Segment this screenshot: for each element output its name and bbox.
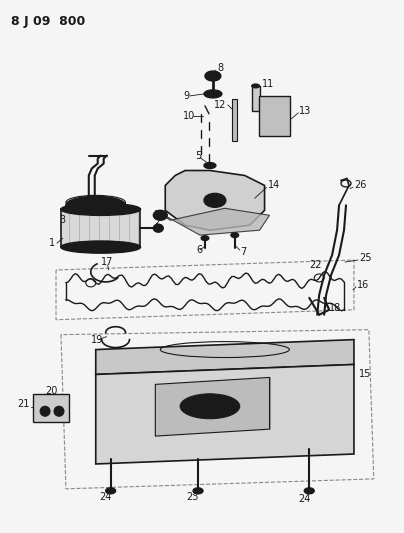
Circle shape	[54, 406, 64, 416]
Text: 19: 19	[91, 335, 103, 345]
Text: 2: 2	[120, 203, 127, 212]
Text: 3: 3	[59, 215, 65, 225]
Text: 4: 4	[152, 223, 158, 233]
Text: 24: 24	[99, 492, 112, 502]
Text: 15: 15	[359, 369, 371, 379]
Ellipse shape	[61, 241, 141, 253]
Text: 12: 12	[215, 100, 227, 110]
Ellipse shape	[205, 71, 221, 81]
Ellipse shape	[208, 92, 218, 96]
Polygon shape	[155, 208, 269, 235]
Text: 7: 7	[240, 247, 246, 257]
FancyBboxPatch shape	[61, 209, 141, 247]
Text: 8 J 09  800: 8 J 09 800	[11, 15, 86, 28]
Text: 8: 8	[217, 63, 223, 73]
Text: 14: 14	[267, 181, 280, 190]
Ellipse shape	[210, 197, 220, 203]
Ellipse shape	[252, 84, 260, 88]
Text: 20: 20	[45, 386, 57, 397]
Polygon shape	[252, 86, 260, 111]
Polygon shape	[232, 99, 237, 141]
Text: 1: 1	[49, 238, 55, 248]
Text: 23: 23	[186, 492, 198, 502]
FancyBboxPatch shape	[259, 96, 290, 136]
Text: 5: 5	[195, 151, 201, 160]
FancyBboxPatch shape	[33, 394, 69, 422]
Ellipse shape	[231, 233, 239, 238]
Text: 18: 18	[329, 303, 341, 313]
Ellipse shape	[180, 394, 240, 419]
Polygon shape	[96, 340, 354, 375]
Text: 25: 25	[359, 253, 371, 263]
Ellipse shape	[204, 163, 216, 168]
Polygon shape	[165, 171, 265, 230]
Ellipse shape	[204, 90, 222, 98]
Text: 11: 11	[261, 79, 274, 89]
Text: 22: 22	[310, 260, 322, 270]
Ellipse shape	[204, 193, 226, 207]
Text: 17: 17	[101, 257, 113, 267]
Ellipse shape	[201, 236, 209, 240]
Ellipse shape	[154, 224, 163, 232]
Ellipse shape	[304, 488, 314, 494]
Ellipse shape	[207, 164, 213, 167]
Ellipse shape	[193, 399, 227, 414]
Text: 24: 24	[298, 494, 311, 504]
Text: 9: 9	[183, 91, 189, 101]
Text: 6: 6	[196, 245, 202, 255]
Ellipse shape	[66, 196, 126, 214]
Text: 21: 21	[17, 399, 29, 409]
Text: 26: 26	[354, 181, 366, 190]
Ellipse shape	[193, 488, 203, 494]
Ellipse shape	[61, 203, 141, 215]
Polygon shape	[155, 377, 269, 436]
Ellipse shape	[154, 211, 167, 220]
Circle shape	[40, 406, 50, 416]
Text: 10: 10	[183, 111, 196, 121]
Text: 16: 16	[357, 280, 369, 290]
Polygon shape	[96, 365, 354, 464]
Ellipse shape	[106, 488, 116, 494]
Ellipse shape	[87, 196, 95, 199]
Text: 13: 13	[299, 106, 311, 116]
